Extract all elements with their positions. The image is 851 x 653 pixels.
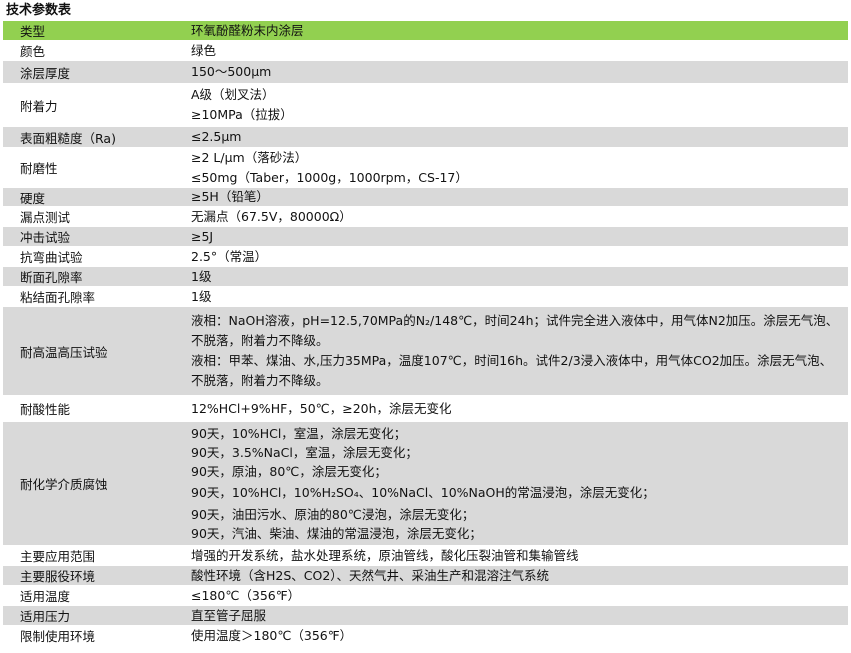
param-label: 粘结面孔隙率	[20, 290, 96, 305]
param-value: ≤2.5μm	[191, 127, 848, 147]
param-value: 1级	[191, 267, 848, 287]
table-row: 硬度 ≥5H（铅笔）	[3, 188, 848, 207]
spec-table: 类型 环氧酚醛粉末内涂层颜色 绿色涂层厚度 150～500μm 附着力 A级（划叉法） ≥1…	[3, 21, 848, 646]
param-value: 无漏点（67.5V，80000Ω）	[191, 207, 848, 227]
param-value: ≥5H（铅笔）	[191, 187, 848, 207]
param-label: 抗弯曲试验	[20, 250, 83, 265]
value-line: 直至管子屈服	[191, 607, 267, 623]
value-line: 90天，汽油、柴油、煤油的常温浸泡，涂层无变化；	[191, 526, 482, 541]
param-label: 漏点测试	[20, 210, 71, 225]
value-line: ≥10MPa（拉拔）	[191, 107, 293, 122]
table-row: 类型 环氧酚醛粉末内涂层	[3, 21, 848, 41]
param-label: 硬度	[20, 190, 46, 206]
param-label: 适用压力	[20, 609, 71, 624]
param-value: 1级	[191, 287, 848, 307]
param-label: 表面粗糙度（Ra)	[20, 130, 116, 146]
table-row: 主要应用范围 增强的开发系统，盐水处理系统，原油管线，酸化压裂油管和集输管线	[3, 546, 848, 566]
table-row: 附着力 A级（划叉法） ≥10MPa（拉拔）	[3, 84, 848, 127]
value-line: ≥5J	[191, 228, 214, 244]
value-line: 1级	[191, 268, 212, 284]
param-label: 断面孔隙率	[20, 270, 83, 285]
table-row: 适用温度 ≤180℃（356℉）	[3, 586, 848, 606]
table-row: 耐化学介质腐蚀 90天，10%HCl，室温，涂层无变化； 90天，3.5%NaCl，…	[3, 422, 848, 546]
value-line: A级（划叉法）	[191, 87, 275, 102]
value-line: ≥5H（铅笔）	[191, 189, 269, 204]
param-value: 增强的开发系统，盐水处理系统，原油管线，酸化压裂油管和集输管线	[191, 546, 848, 566]
param-value: 液相：NaOH溶液，pH=12.5,70MPa的N₂/148℃，时间24h；试件…	[191, 311, 848, 391]
param-value: 12%HCl+9%HF，50℃，≥20h，涂层无变化	[191, 399, 848, 419]
value-line: 90天，10%HCl，10%H₂SO₄、10%NaCl、10%NaOH的常温浸泡…	[191, 485, 655, 500]
table-row: 耐酸性能 12%HCl+9%HF，50℃，≥20h，涂层无变化	[3, 396, 848, 422]
table-row: 冲击试验 ≥5J	[3, 227, 848, 247]
value-line: 12%HCl+9%HF，50℃，≥20h，涂层无变化	[191, 400, 452, 416]
table-row: 涂层厚度 150～500μm	[3, 61, 848, 84]
table-row: 耐磨性 ≥2 L/μm（落砂法） ≤50mg（Taber，1000g，1000rpm…	[3, 148, 848, 188]
param-label: 冲击试验	[20, 230, 71, 245]
value-line: ≤2.5μm	[191, 129, 242, 144]
table-title: 技术参数表	[6, 3, 72, 18]
value-line: 增强的开发系统，盐水处理系统，原油管线，酸化压裂油管和集输管线	[191, 547, 579, 563]
value-line: 150～500μm	[191, 64, 272, 79]
param-label: 颜色	[20, 44, 46, 59]
table-row: 抗弯曲试验 2.5°（常温）	[3, 247, 848, 267]
param-label: 附着力	[20, 98, 58, 114]
value-line: 90天，10%HCl，室温，涂层无变化；	[191, 426, 407, 441]
value-line: 1级	[191, 288, 212, 304]
param-label: 主要应用范围	[20, 549, 96, 564]
table-row: 颜色 绿色	[3, 41, 848, 61]
param-label: 耐化学介质腐蚀	[20, 477, 108, 492]
param-label: 耐高温高压试验	[20, 344, 108, 360]
value-line: ≤180℃（356℉）	[191, 587, 301, 603]
value-line: 绿色	[191, 42, 217, 58]
param-value: 90天，10%HCl，室温，涂层无变化； 90天，3.5%NaCl，室温，涂层无变…	[191, 424, 848, 543]
param-label: 涂层厚度	[20, 65, 71, 81]
param-value: 2.5°（常温）	[191, 247, 848, 267]
param-value: 酸性环境（含H2S、CO2）、天然气井、采油生产和混溶注气系统	[191, 566, 848, 586]
param-value: 使用温度＞180℃（356℉）	[191, 626, 848, 646]
table-row: 断面孔隙率 1级	[3, 267, 848, 287]
value-line: 90天，原油，80℃，涂层无变化；	[191, 464, 387, 479]
param-label: 适用温度	[20, 589, 71, 604]
value-line: ≥2 L/μm（落砂法）	[191, 149, 308, 165]
table-row: 限制使用环境 使用温度＞180℃（356℉）	[3, 626, 848, 646]
value-line: 90天，3.5%NaCl，室温，涂层无变化；	[191, 445, 418, 460]
value-line: 无漏点（67.5V，80000Ω）	[191, 208, 352, 224]
value-line: 90天，油田污水、原油的80℃浸泡，涂层无变化；	[191, 507, 475, 522]
param-label: 限制使用环境	[20, 629, 96, 644]
param-label: 主要服役环境	[20, 569, 96, 584]
value-line: 酸性环境（含H2S、CO2）、天然气井、采油生产和混溶注气系统	[191, 567, 550, 583]
value-line: 2.5°（常温）	[191, 248, 268, 264]
param-value: ≥2 L/μm（落砂法） ≤50mg（Taber，1000g，1000rpm，CS…	[191, 148, 848, 188]
param-label: 耐磨性	[20, 161, 58, 176]
value-line: ≤50mg（Taber，1000g，1000rpm，CS-17）	[191, 169, 468, 185]
table-row: 适用压力 直至管子屈服	[3, 606, 848, 626]
param-value: A级（划叉法） ≥10MPa（拉拔）	[191, 85, 848, 125]
value-line: 环氧酚醛粉末内涂层	[191, 22, 304, 38]
table-row: 表面粗糙度（Ra) ≤2.5μm	[3, 127, 848, 148]
param-value: 150～500μm	[191, 62, 848, 82]
value-line: 使用温度＞180℃（356℉）	[191, 627, 353, 643]
table-row: 粘结面孔隙率 1级	[3, 287, 848, 307]
param-value: ≤180℃（356℉）	[191, 586, 848, 606]
value-line: 液相：甲苯、煤油、水,压力35MPa，温度107℃，时间16h。试件2/3浸入液…	[191, 353, 833, 388]
table-row: 耐高温高压试验 液相：NaOH溶液，pH=12.5,70MPa的N₂/148℃，时…	[3, 307, 848, 396]
param-value: ≥5J	[191, 227, 848, 247]
table-row: 主要服役环境 酸性环境（含H2S、CO2）、天然气井、采油生产和混溶注气系统	[3, 566, 848, 586]
value-line: 液相：NaOH溶液，pH=12.5,70MPa的N₂/148℃，时间24h；试件…	[191, 313, 839, 348]
param-value: 环氧酚醛粉末内涂层	[191, 21, 848, 41]
table-row: 漏点测试 无漏点（67.5V，80000Ω）	[3, 207, 848, 227]
param-label: 类型	[20, 24, 46, 39]
param-value: 绿色	[191, 41, 848, 61]
param-value: 直至管子屈服	[191, 606, 848, 626]
param-label: 耐酸性能	[20, 402, 71, 417]
